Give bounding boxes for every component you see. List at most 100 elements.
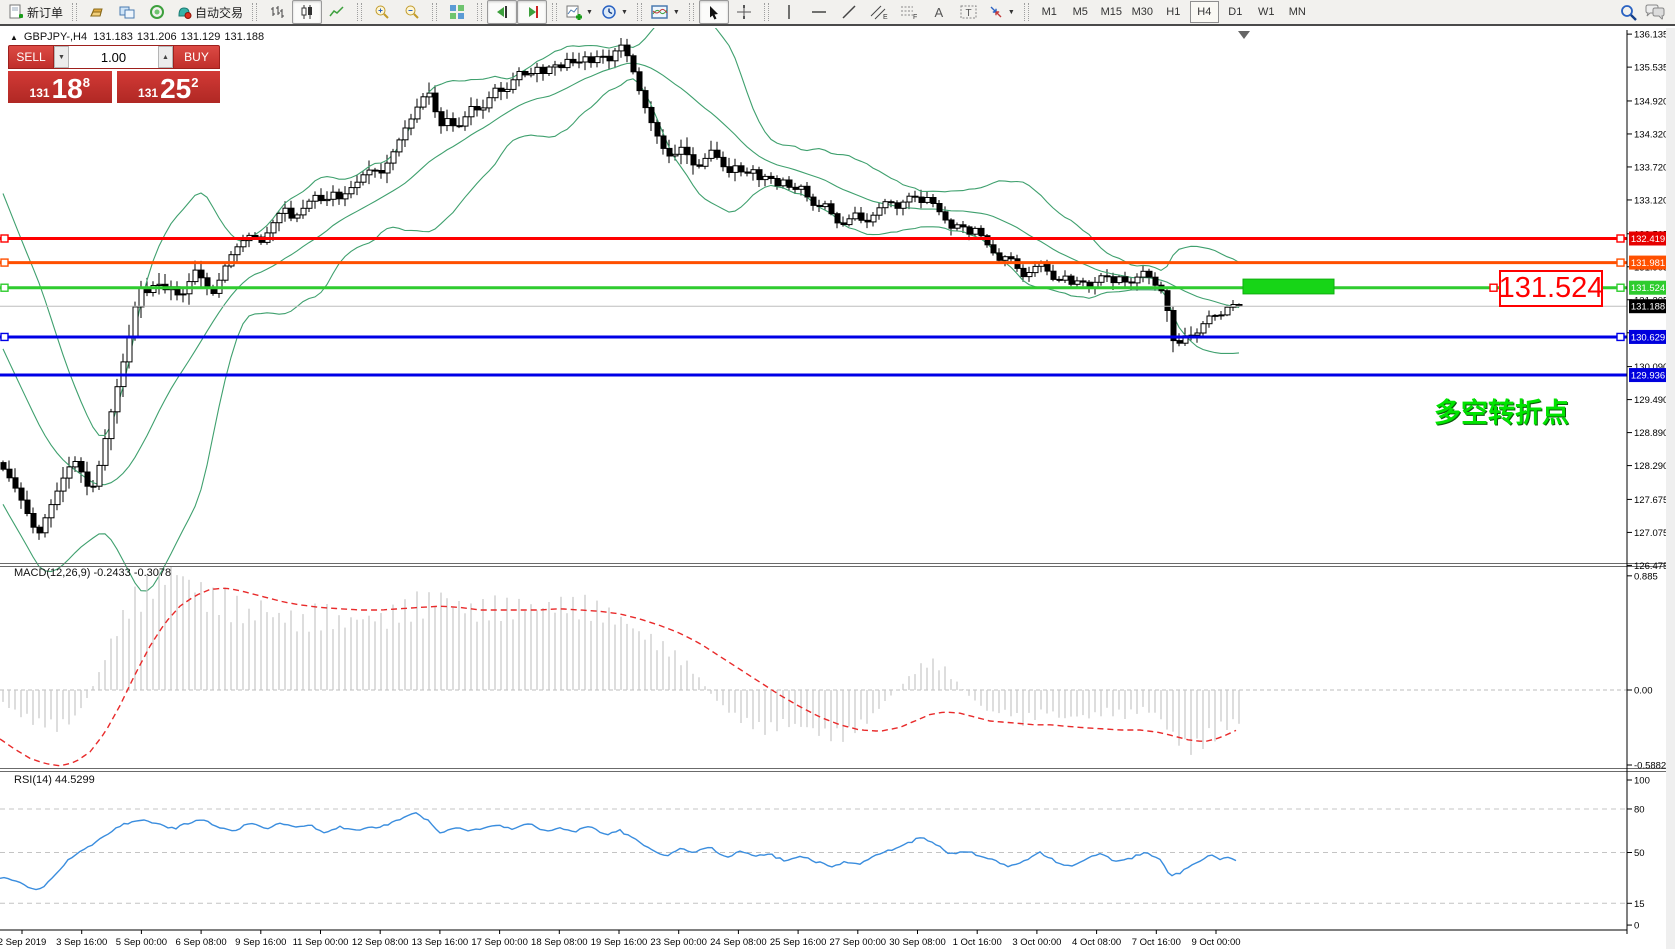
candle-body [84, 471, 91, 487]
label-letter: T [965, 8, 971, 19]
buy-price-prefix: 131 [138, 86, 159, 100]
candle-body [570, 58, 577, 64]
cursor-tool-button[interactable] [698, 0, 729, 24]
svg-text:126.475: 126.475 [1634, 561, 1668, 572]
candle-body [180, 293, 187, 296]
timeframe-button-D1[interactable]: D1 [1228, 6, 1243, 18]
text-label-tool-button[interactable]: T [954, 0, 984, 24]
candle-body [600, 55, 607, 58]
line-anchor[interactable] [0, 332, 9, 342]
periods-button[interactable]: ▼ [597, 0, 632, 24]
price-badge-131.981 [1629, 255, 1667, 270]
zoom-out-button[interactable] [397, 0, 427, 24]
trendline-tool-button[interactable] [834, 0, 864, 24]
line-anchor[interactable] [1616, 332, 1625, 342]
market-watch-button[interactable] [112, 0, 142, 24]
fibo-letter: F [913, 14, 917, 20]
toolbar-grip [636, 3, 642, 21]
volume-decrease-button[interactable]: ▼ [54, 46, 69, 68]
candle-body [132, 306, 139, 337]
zoom-in-button[interactable] [367, 0, 397, 24]
candlestick-chart-button[interactable] [292, 0, 323, 24]
chart-shift-marker[interactable] [1238, 31, 1250, 39]
candle-body [1074, 280, 1081, 285]
highlight-rectangle[interactable] [1242, 278, 1335, 295]
ohlc-high: 131.206 [136, 31, 177, 43]
line-anchor[interactable] [1616, 283, 1625, 292]
volume-increase-button[interactable]: ▲ [158, 46, 173, 68]
price-callout-box[interactable]: 131.524 [1499, 270, 1603, 307]
candle-body [474, 106, 481, 111]
data-window-button[interactable] [142, 0, 172, 24]
timeframe-button-MN[interactable]: MN [1288, 6, 1306, 18]
svg-text:133.120: 133.120 [1634, 195, 1668, 206]
indicators-button[interactable]: ▼ [562, 0, 597, 24]
svg-text:133.720: 133.720 [1634, 162, 1668, 173]
timeframe-button-H4[interactable]: H4 [1189, 1, 1219, 23]
annotation-text[interactable]: 多空转折点 [1434, 398, 1569, 428]
line-anchor[interactable] [1616, 258, 1625, 267]
timeframe-button-M1[interactable]: M1 [1041, 6, 1057, 18]
candle-body [498, 87, 505, 92]
callout-anchor[interactable] [1489, 283, 1498, 292]
auto-trading-button[interactable]: 自动交易 [172, 0, 247, 24]
fibonacci-tool-button[interactable]: F [894, 0, 924, 24]
tile-windows-button[interactable] [442, 0, 472, 24]
templates-button[interactable]: ▼ [647, 0, 684, 24]
candle-body [72, 461, 79, 468]
price-badge-131.188 [1629, 299, 1667, 314]
svg-text:134.920: 134.920 [1634, 96, 1668, 107]
timeframe-button-W1[interactable]: W1 [1258, 6, 1275, 18]
horizontal-line-tool-button[interactable] [804, 0, 834, 24]
timeframe-button-H1[interactable]: H1 [1166, 6, 1181, 18]
vertical-line-tool-button[interactable] [774, 0, 804, 24]
search-icon[interactable] [1620, 4, 1637, 21]
candle-body [60, 477, 67, 492]
line-anchor[interactable] [0, 283, 9, 292]
chat-icon[interactable] [1645, 4, 1665, 21]
candle-body [0, 462, 7, 470]
sell-price-tile[interactable]: 131 18 8 [8, 71, 112, 103]
line-anchor[interactable] [1616, 234, 1625, 243]
candle-body [6, 468, 13, 479]
candle-body [930, 197, 937, 204]
sell-price-big: 18 [51, 73, 83, 105]
profiles-button[interactable] [82, 0, 112, 24]
new-order-button[interactable]: 新订单 [4, 0, 67, 24]
timeframe-button-M15[interactable]: M15 [1100, 6, 1122, 18]
line-chart-button[interactable] [322, 0, 352, 24]
candle-body [1044, 262, 1051, 272]
candle-body [954, 224, 961, 229]
macd-signal-line [0, 587, 1237, 767]
candle-body [1146, 270, 1153, 278]
candle-body [456, 125, 463, 128]
timeframe-button-M30[interactable]: M30 [1131, 6, 1153, 18]
sell-button[interactable]: SELL [8, 45, 54, 69]
time-axis-labels: 2 Sep 2019 3 Sep 16:00 5 Sep 00:00 6 Sep 08… [0, 930, 1241, 948]
ohlc-low: 131.129 [180, 31, 221, 43]
candle-body [510, 79, 517, 90]
candle-body [576, 61, 583, 64]
candle-body [822, 203, 829, 208]
buy-price-tile[interactable]: 131 25 2 [116, 71, 220, 103]
channel-tool-button[interactable]: E [864, 0, 894, 24]
candle-body [378, 170, 385, 174]
auto-scroll-button[interactable] [487, 0, 518, 24]
chart-shift-button[interactable] [517, 0, 548, 24]
candle-body [858, 212, 865, 221]
candle-body [1224, 306, 1231, 316]
candle-body [816, 204, 823, 208]
arrows-tool-button[interactable]: ▼ [984, 0, 1019, 24]
line-anchor[interactable] [0, 234, 9, 243]
volume-input[interactable]: 1.00 [69, 46, 158, 68]
candle-body [780, 179, 787, 187]
crosshair-tool-button[interactable] [729, 0, 759, 24]
collapse-arrow-icon[interactable]: ▲ [10, 32, 18, 42]
text-tool-button[interactable]: A [924, 0, 954, 24]
bar-chart-button[interactable] [262, 0, 292, 24]
candle-body [768, 175, 775, 179]
buy-button[interactable]: BUY [173, 45, 220, 69]
line-anchor[interactable] [0, 258, 9, 267]
time-label: 9 Sep 16:00 [235, 937, 286, 948]
timeframe-button-M5[interactable]: M5 [1072, 6, 1088, 18]
